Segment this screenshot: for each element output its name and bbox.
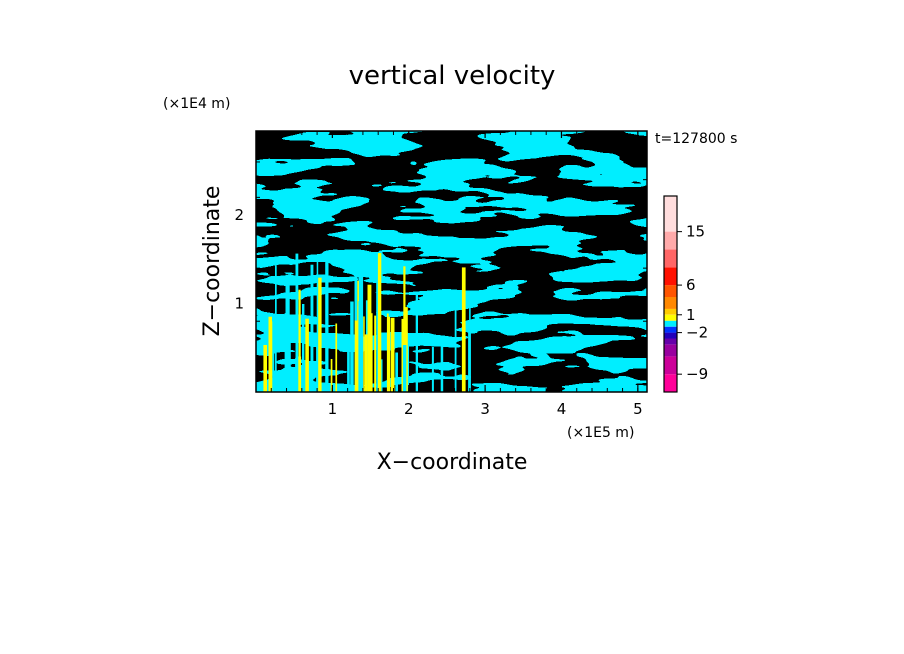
- field-streak: [269, 321, 273, 392]
- colorbar-swatch: [664, 267, 677, 286]
- colorbar-swatch: [664, 297, 677, 309]
- field-streak: [368, 313, 373, 392]
- colorbar-swatch: [664, 196, 677, 232]
- field-streak: [335, 323, 338, 392]
- colorbar-swatch: [664, 326, 677, 333]
- colorbar-swatch: [664, 374, 677, 392]
- field-streak: [275, 265, 277, 392]
- x-axis: 1 2 3 4 5: [270, 131, 643, 418]
- field-streak: [302, 304, 305, 392]
- x-tick-label: 2: [404, 400, 414, 418]
- x-unit-label: (×1E5 m): [567, 425, 634, 441]
- field-streak: [354, 353, 360, 392]
- y-axis-label: Z−coordinate: [200, 186, 225, 337]
- y-tick-label: 2: [234, 206, 244, 224]
- field-streak: [377, 253, 382, 392]
- field-streak: [431, 347, 434, 392]
- colorbar-swatch: [664, 356, 677, 375]
- x-tick-label: 5: [633, 400, 643, 418]
- colorbar: [663, 195, 678, 393]
- colorbar-swatch: [664, 344, 677, 357]
- colorbar-tick-label: 6: [686, 276, 696, 294]
- field-streak: [295, 253, 299, 392]
- field-streak: [298, 289, 301, 392]
- field-streak: [395, 352, 398, 392]
- plot-area: [256, 131, 647, 392]
- field-streak: [358, 301, 363, 392]
- colorbar-tick-label: −2: [686, 324, 708, 342]
- field-streak: [386, 313, 389, 392]
- field-streak: [454, 299, 457, 392]
- field-streak: [295, 357, 297, 392]
- y-axis: 12: [234, 143, 647, 375]
- field-streak: [390, 317, 395, 392]
- field-streak: [285, 274, 290, 392]
- x-axis-label: X−coordinate: [377, 450, 528, 475]
- x-tick-label: 3: [480, 400, 490, 418]
- colorbar-swatch: [664, 332, 677, 339]
- field-streak: [387, 316, 391, 392]
- chart-title: vertical velocity: [349, 61, 556, 91]
- colorbar-frame: [663, 195, 678, 393]
- field-streak: [364, 334, 368, 392]
- plot-frame: [255, 130, 648, 393]
- colorbar-swatch: [664, 338, 677, 345]
- colorbar-tick-label: −9: [686, 365, 708, 383]
- x-tick-label: 1: [328, 400, 338, 418]
- field-streaks: [263, 253, 471, 392]
- field-streak: [310, 264, 314, 392]
- field-pattern: [256, 131, 647, 392]
- x-tick-label: 4: [557, 400, 567, 418]
- time-label: t=127800 s: [655, 131, 737, 147]
- colorbar-tick-label: 15: [686, 223, 705, 241]
- colorbar-swatch: [664, 249, 677, 268]
- field-streak: [316, 256, 319, 392]
- field-streak: [347, 337, 350, 392]
- field-streak: [350, 301, 354, 392]
- y-unit-label: (×1E4 m): [163, 96, 230, 112]
- y-tick-label: 1: [234, 295, 244, 313]
- colorbar-ticks: 15 6 1−2 −9: [677, 223, 708, 383]
- field-streak: [305, 318, 309, 392]
- field-streak: [272, 322, 275, 392]
- colorbar-swatch: [664, 320, 677, 327]
- colorbar-tick-label: 1: [686, 306, 696, 324]
- field-streak: [402, 345, 407, 392]
- field-streak: [325, 262, 329, 392]
- field-streak: [440, 342, 444, 392]
- field-streak: [374, 315, 377, 392]
- colorbar-swatch: [664, 231, 677, 250]
- field-streak: [469, 305, 471, 392]
- colorbar-swatch: [664, 314, 677, 321]
- field-streak: [330, 359, 333, 392]
- field-streak: [363, 316, 365, 392]
- field-streak: [317, 277, 322, 392]
- colorbar-swatch: [664, 308, 677, 315]
- field-streak: [415, 291, 418, 392]
- colorbar-swatch: [664, 285, 677, 297]
- field-streak: [263, 345, 267, 392]
- field-streak: [461, 267, 466, 392]
